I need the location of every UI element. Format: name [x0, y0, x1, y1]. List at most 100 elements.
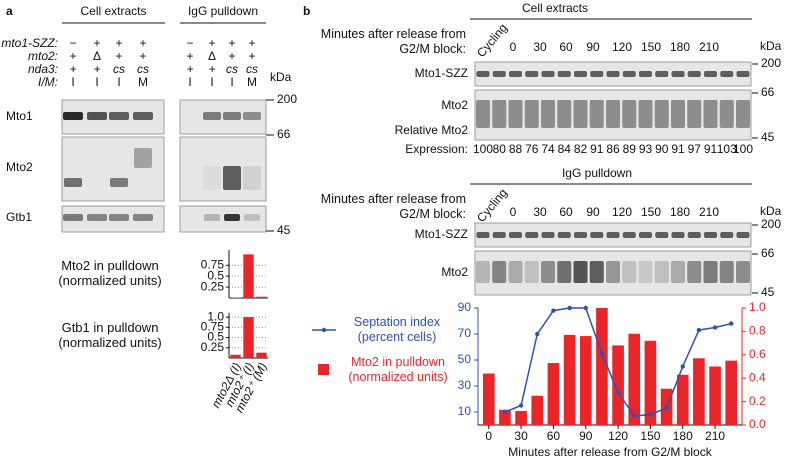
- blot-band: [541, 71, 555, 77]
- x-tick-label: 180: [673, 429, 693, 443]
- blot-band: [224, 214, 240, 221]
- bar: [596, 308, 608, 425]
- genotype-cell: +: [93, 62, 100, 76]
- expression-value: 100: [473, 142, 493, 156]
- y2-tick-label: 0.6: [749, 347, 766, 361]
- blot-label: Gtb1: [6, 210, 32, 224]
- y-axis-title: Mto2 in pulldown (normalized units): [58, 258, 162, 288]
- line-point: [696, 327, 702, 333]
- blot-band: [590, 232, 604, 238]
- bar: [515, 410, 527, 425]
- lane-label: Cycling: [474, 186, 510, 225]
- blot-label: Mto2: [6, 160, 33, 174]
- blot-band: [736, 71, 750, 77]
- genotype-cell: I: [117, 75, 120, 89]
- genotype-label: mto2:: [28, 49, 58, 63]
- lane-label: 180: [670, 40, 690, 54]
- blot-band: [524, 100, 539, 128]
- y-tick-label: 0.25: [201, 279, 225, 293]
- group-title: IgG pulldown: [188, 4, 258, 18]
- genotype-cell: +: [69, 49, 76, 63]
- genotype-cell: I: [230, 75, 233, 89]
- expression-value: 74: [541, 142, 555, 156]
- expression-value: 84: [558, 142, 572, 156]
- blot-band: [622, 232, 636, 238]
- relative-label: Relative Mto2: [395, 123, 469, 137]
- blot-band: [64, 178, 82, 187]
- genotype-cell: +: [186, 49, 193, 63]
- lane-label: 30: [533, 40, 547, 54]
- expression-value: 89: [623, 142, 637, 156]
- kda-label: kDa: [760, 204, 782, 218]
- blot-band: [622, 71, 636, 77]
- marker-label: 200: [761, 217, 781, 231]
- blot-band: [606, 261, 620, 283]
- blot-band: [223, 166, 241, 190]
- kda-label: kDa: [270, 70, 292, 84]
- y2-tick-label: 0.4: [749, 370, 766, 384]
- blot-label: Mto1-SZZ: [415, 66, 468, 80]
- blot-band: [687, 261, 702, 283]
- expression-value: 100: [733, 142, 753, 156]
- bar: [243, 254, 254, 298]
- expression-label: Expression:: [405, 142, 468, 156]
- expression-value: 86: [606, 142, 620, 156]
- blot-band: [204, 214, 220, 221]
- lane-label: 0: [510, 40, 517, 54]
- blot-band: [87, 112, 107, 120]
- line-point: [518, 403, 524, 408]
- bar: [709, 366, 721, 425]
- y-tick-label: 0.5: [207, 268, 224, 282]
- blot-band: [574, 232, 587, 238]
- expression-value: 91: [671, 142, 685, 156]
- blot-band: [719, 100, 734, 128]
- blot-band: [703, 100, 718, 128]
- y2-tick-label: 0.8: [749, 324, 766, 338]
- line-point: [712, 325, 718, 330]
- bar: [725, 360, 738, 425]
- lane-label: 210: [699, 205, 719, 219]
- blot-band: [509, 71, 522, 77]
- x-tick-label: 150: [640, 429, 660, 443]
- genotype-cell: +: [228, 49, 235, 63]
- blot-band: [720, 232, 734, 238]
- blot-band: [590, 71, 604, 77]
- marker-label: 66: [277, 127, 291, 141]
- blot-band: [476, 261, 490, 283]
- genotype-cell: +: [208, 62, 215, 76]
- genotype-cell: cs: [246, 62, 258, 76]
- blot-band: [244, 214, 260, 221]
- bar: [499, 409, 511, 425]
- bar: [676, 374, 689, 425]
- blot-band: [524, 261, 539, 283]
- y2-tick-label: 1.0: [749, 300, 766, 314]
- blot-band: [476, 232, 490, 238]
- line-point: [535, 331, 540, 337]
- blot-band: [638, 261, 653, 283]
- section-title: Cell extracts: [522, 1, 588, 15]
- genotype-cell: cs: [113, 62, 125, 76]
- lane-label: 90: [586, 205, 600, 219]
- genotype-cell: +: [139, 36, 146, 50]
- blot-band: [622, 100, 637, 128]
- blot-label: Mto1: [6, 109, 33, 123]
- blot-band: [525, 232, 539, 238]
- genotype-cell: −: [69, 36, 76, 50]
- blot-band: [606, 71, 620, 77]
- x-tick-label: 0: [485, 429, 492, 443]
- blot-band: [492, 71, 506, 77]
- blot-band: [492, 232, 506, 238]
- blot-band: [654, 261, 669, 283]
- blot-label: Mto2: [441, 265, 468, 279]
- blot-band: [687, 232, 701, 238]
- blot-band: [557, 232, 571, 238]
- blot-band: [589, 100, 604, 128]
- blot-band: [541, 100, 555, 128]
- blot-band: [638, 100, 653, 128]
- blot-band: [133, 112, 153, 120]
- blot-band: [606, 100, 620, 128]
- blot-band: [736, 232, 750, 238]
- genotype-cell: +: [248, 36, 255, 50]
- x-axis-title: Minutes after release from G2/M block: [508, 445, 712, 459]
- blot-band: [203, 112, 221, 120]
